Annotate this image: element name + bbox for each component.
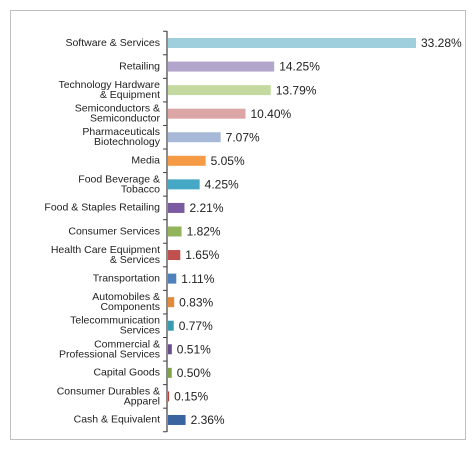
category-label: Semiconductors & Semiconductor: [75, 102, 161, 124]
value-label: 0.15%: [174, 390, 208, 404]
value-label: 0.50%: [177, 366, 211, 380]
category-label: Media: [131, 155, 160, 167]
bar: [168, 367, 172, 378]
value-label: 1.82%: [187, 225, 221, 239]
category-label: Telecommunication Services: [70, 315, 160, 337]
category-label: Capital Goods: [93, 367, 160, 379]
category-label: Retailing: [119, 60, 160, 72]
bar: [168, 179, 200, 190]
value-label: 0.83%: [179, 295, 213, 309]
value-label: 7.07%: [226, 130, 260, 144]
value-label: 4.25%: [205, 178, 239, 192]
category-label: Automobiles & Components: [92, 291, 160, 313]
bar: [168, 132, 221, 143]
bar: [168, 85, 271, 96]
value-label: 5.05%: [211, 154, 245, 168]
chart-border: [10, 10, 466, 440]
category-label: Commercial & Professional Services: [59, 338, 160, 360]
category-label: Food & Staples Retailing: [44, 202, 160, 214]
bar: [168, 226, 182, 237]
value-label: 0.51%: [177, 342, 211, 356]
category-label: Consumer Durables & Apparel: [57, 385, 160, 407]
bar: [168, 320, 174, 331]
category-label: Technology Hardware & Equipment: [58, 79, 160, 101]
value-label: 14.25%: [279, 60, 320, 74]
category-label: Health Care Equipment & Services: [51, 244, 160, 266]
bar: [168, 344, 172, 355]
category-label: Food Beverage & Tobacco: [78, 173, 160, 195]
bar: [168, 61, 275, 72]
value-label: 1.11%: [181, 272, 214, 286]
value-label: 1.65%: [185, 248, 219, 262]
bar: [168, 202, 185, 213]
bar: [168, 273, 177, 284]
bar: [168, 38, 416, 48]
value-label: 0.77%: [179, 319, 213, 333]
category-label: Transportation: [93, 272, 160, 284]
category-label: Consumer Services: [68, 225, 160, 237]
bar: [168, 414, 186, 425]
value-label: 2.21%: [189, 201, 223, 215]
value-label: 33.28%: [421, 36, 462, 50]
category-label: Pharmaceuticals Biotechnology: [82, 126, 160, 148]
value-label: 2.36%: [191, 413, 225, 427]
category-label: Cash & Equivalent: [74, 414, 160, 426]
bar: [168, 155, 206, 166]
bar: [168, 250, 181, 261]
bar: [168, 297, 175, 308]
value-label: 13.79%: [276, 83, 317, 97]
category-label: Software & Services: [65, 37, 160, 49]
bar: [168, 108, 246, 119]
value-label: 10.40%: [251, 107, 292, 121]
bar: [168, 391, 170, 402]
